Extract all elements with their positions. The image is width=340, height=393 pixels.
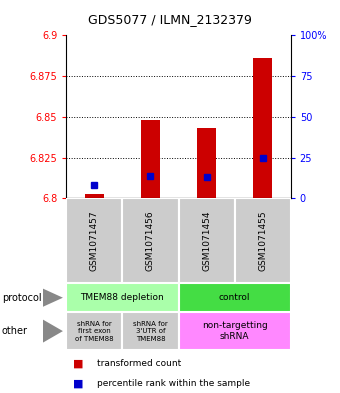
Text: GSM1071456: GSM1071456 (146, 210, 155, 271)
Bar (66, 312, 122, 350)
Bar (66, 198, 122, 283)
Polygon shape (42, 288, 63, 307)
Text: GSM1071457: GSM1071457 (90, 210, 99, 271)
Text: ■: ■ (73, 358, 84, 369)
Bar (178, 283, 291, 312)
Bar (122, 312, 178, 350)
Text: transformed count: transformed count (97, 359, 181, 368)
Text: GSM1071454: GSM1071454 (202, 211, 211, 271)
Polygon shape (42, 320, 63, 343)
Text: protocol: protocol (2, 293, 41, 303)
Bar (66, 283, 178, 312)
Text: shRNA for
3'UTR of
TMEM88: shRNA for 3'UTR of TMEM88 (133, 321, 168, 342)
Text: other: other (2, 326, 28, 336)
Bar (178, 198, 235, 283)
Bar (197, 129, 216, 198)
Bar (122, 198, 178, 283)
Bar (253, 58, 272, 198)
Text: shRNA for
first exon
of TMEM88: shRNA for first exon of TMEM88 (75, 321, 114, 342)
Text: GDS5077 / ILMN_2132379: GDS5077 / ILMN_2132379 (88, 13, 252, 26)
Text: TMEM88 depletion: TMEM88 depletion (81, 293, 164, 302)
Text: percentile rank within the sample: percentile rank within the sample (97, 379, 250, 387)
Text: ■: ■ (73, 378, 84, 388)
Text: non-targetting
shRNA: non-targetting shRNA (202, 321, 268, 341)
Bar (85, 194, 104, 198)
Bar (235, 198, 291, 283)
Bar (178, 312, 291, 350)
Text: GSM1071455: GSM1071455 (258, 210, 267, 271)
Text: control: control (219, 293, 250, 302)
Bar (141, 120, 160, 198)
